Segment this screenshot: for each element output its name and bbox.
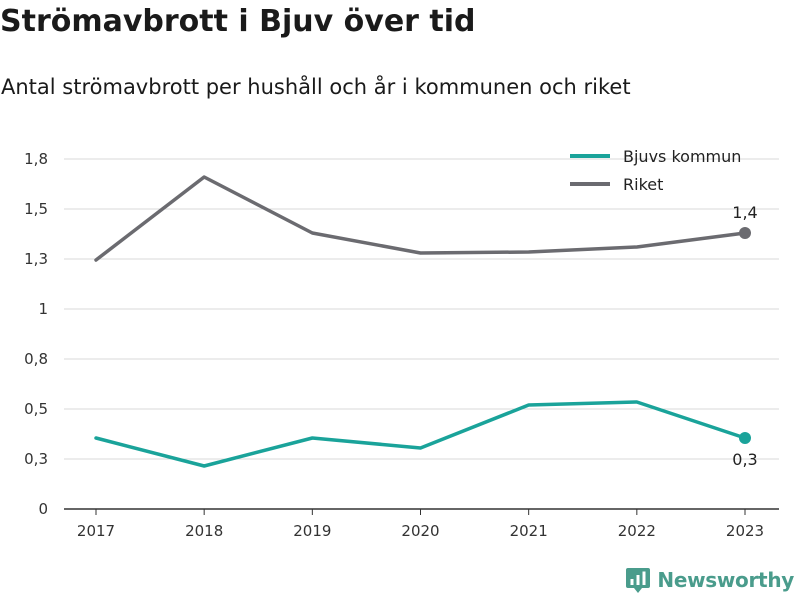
x-tick-label: 2021 — [510, 522, 548, 540]
y-tick-label: 1,8 — [24, 150, 48, 168]
series-lines — [94, 175, 747, 468]
series-line-riket — [94, 175, 747, 262]
x-tick-label: 2022 — [618, 522, 656, 540]
legend: Bjuvs kommun Riket — [570, 147, 741, 194]
legend-label: Riket — [623, 175, 663, 194]
x-tick-label: 2023 — [726, 522, 764, 540]
data-point — [739, 432, 751, 444]
x-tick-label: 2017 — [77, 522, 115, 540]
y-tick-label: 0,3 — [24, 450, 48, 468]
x-tick-label: 2020 — [401, 522, 439, 540]
newsworthy-logo-icon — [626, 568, 651, 593]
end-markers: 0,3 1,4 — [732, 203, 757, 469]
brand-logo: Newsworthy — [625, 566, 794, 594]
x-tick-label: 2018 — [185, 522, 223, 540]
series-line-bjuvs-kommun — [94, 400, 747, 468]
y-tick-label: 0 — [38, 500, 48, 518]
y-axis-ticks: 0 0,3 0,5 0,8 1 1,3 1,5 1,8 — [24, 150, 48, 518]
y-tick-label: 0,8 — [24, 350, 48, 368]
y-tick-label: 1,3 — [24, 250, 48, 268]
y-tick-label: 1,5 — [24, 200, 48, 218]
end-value-label: 1,4 — [732, 203, 757, 222]
y-tick-label: 0,5 — [24, 400, 48, 418]
chart-title: Strömavbrott i Bjuv över tid — [0, 4, 476, 39]
data-point — [739, 227, 751, 239]
chart-subtitle: Antal strömavbrott per hushåll och år i … — [1, 75, 631, 99]
end-value-label: 0,3 — [732, 450, 757, 469]
y-tick-label: 1 — [38, 300, 48, 318]
x-axis: 2017 2018 2019 2020 2021 2022 2023 — [64, 508, 779, 540]
x-tick-label: 2019 — [293, 522, 331, 540]
legend-label: Bjuvs kommun — [623, 147, 741, 166]
brand-name: Newsworthy — [657, 568, 794, 592]
